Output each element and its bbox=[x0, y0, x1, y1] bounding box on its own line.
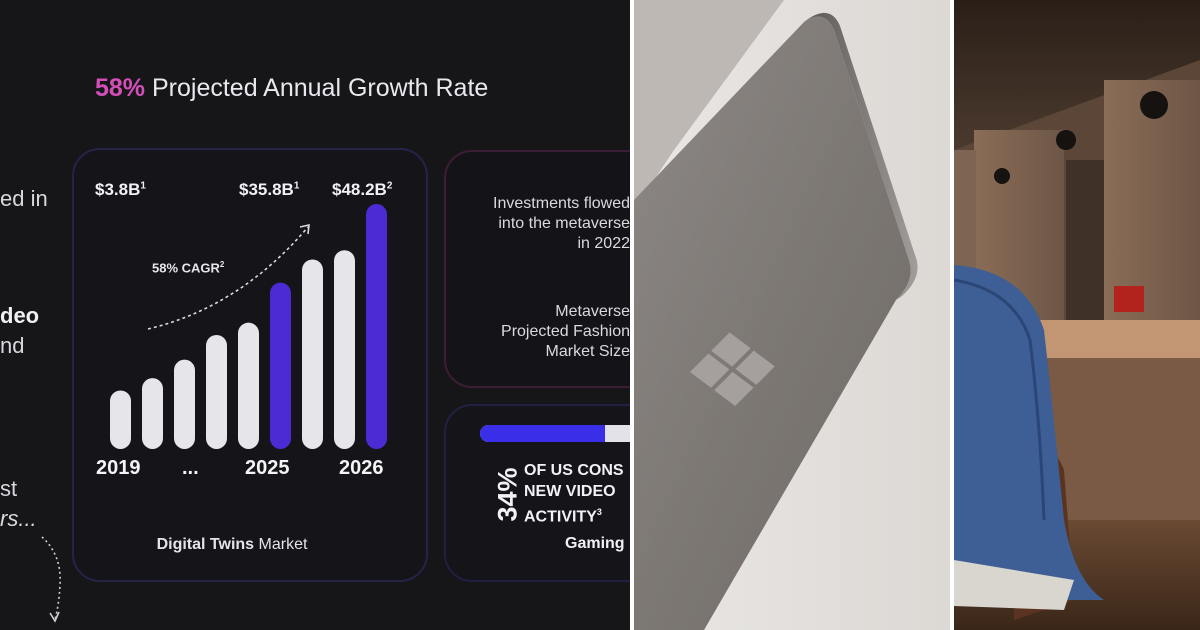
office-photo bbox=[954, 0, 1200, 630]
left-text-fragment: ed in bbox=[0, 186, 48, 211]
x-tick-label: 2019 bbox=[96, 457, 141, 479]
laptop-lid-image bbox=[634, 0, 918, 630]
left-text-fragment: deo bbox=[0, 303, 40, 328]
infographic-panel: ed in deo nd st rs... 58% Projected Annu… bbox=[0, 0, 630, 630]
left-text-fragment: rs... bbox=[0, 506, 37, 531]
chart-bar bbox=[238, 322, 259, 449]
x-tick-label: 2025 bbox=[245, 457, 290, 479]
bar-value-label: $35.8B1 bbox=[239, 180, 300, 199]
title-highlight: 58% bbox=[95, 74, 146, 102]
laptop-photo bbox=[634, 0, 950, 630]
chart-bar bbox=[110, 390, 131, 449]
left-text-fragment: nd bbox=[0, 333, 25, 358]
x-tick-label: 2026 bbox=[339, 457, 384, 479]
chart-bar bbox=[206, 334, 227, 449]
left-text-fragment: st bbox=[0, 476, 18, 501]
office-scene-image bbox=[954, 0, 1200, 630]
gaming-stat-text: OF US CONS NEW VIDEO ACTIVITY3 bbox=[524, 462, 624, 526]
progress-bar bbox=[480, 425, 630, 442]
title-rest: Projected Annual Growth Rate bbox=[145, 74, 489, 102]
bar-value-label: $3.8B1 bbox=[95, 180, 146, 199]
bar-chart bbox=[110, 204, 387, 449]
investment-text: Investments flowed into the metaverse in… bbox=[493, 195, 630, 252]
fashion-market-text: Metaverse Projected Fashion Market Size bbox=[501, 303, 630, 360]
gaming-percent: 34% bbox=[492, 467, 523, 522]
progress-fill bbox=[480, 425, 605, 442]
bar-value-label: $48.2B2 bbox=[332, 180, 393, 199]
chart-caption: Digital Twins Market bbox=[156, 536, 308, 553]
cagr-label: 58% CAGR2 bbox=[152, 260, 225, 276]
chart-bar bbox=[270, 282, 291, 449]
chart-bar bbox=[302, 259, 323, 449]
dotted-arrow-icon bbox=[41, 536, 61, 623]
gaming-label: Gaming bbox=[565, 535, 625, 552]
chart-bar bbox=[142, 378, 163, 449]
investment-card bbox=[444, 150, 630, 388]
chart-bar bbox=[366, 204, 387, 449]
growth-arrow-icon bbox=[147, 223, 310, 330]
chart-bar bbox=[334, 250, 355, 449]
x-tick-label: ... bbox=[182, 457, 199, 479]
page-title: 58% Projected Annual Growth Rate bbox=[95, 74, 488, 103]
chart-bar bbox=[174, 359, 195, 449]
